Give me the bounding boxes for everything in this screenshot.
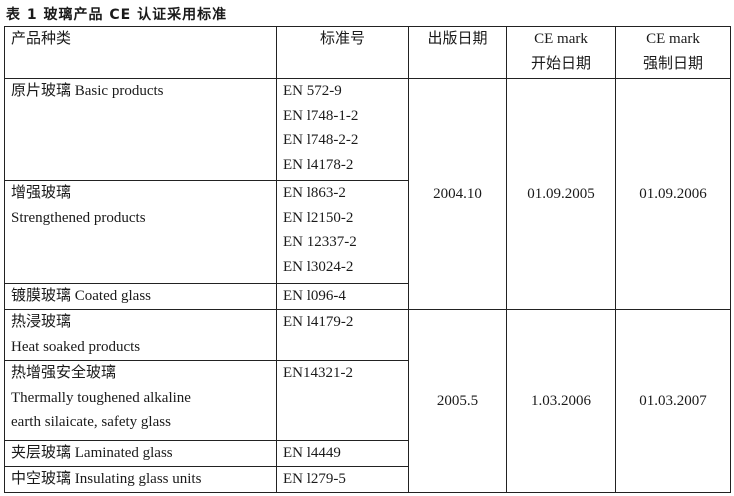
ce-start-cell: 01.09.2005 [506,78,616,310]
standard-text: EN l3024-2 [283,258,354,275]
header-published: 出版日期 [408,26,507,79]
header-text: 出版日期 [427,31,488,47]
ce-mandatory-cell: 01.03.2007 [615,309,731,493]
product-cell: 热增强安全玻璃 Thermally toughened alkaline earth… [4,360,277,441]
standard-text: EN l2150-2 [283,209,354,226]
header-text: 标准号 [319,31,365,47]
product-cell: 夹层玻璃 Laminated glass [4,440,277,467]
header-text: CE mark [646,31,700,47]
table-row: 原片玻璃 Basic products EN 572-9 EN l748-1-2 E… [4,78,731,310]
standard-text: EN l096-4 [283,288,346,304]
product-text: Heat soaked products [11,338,141,355]
standard-cell: EN 572-9 EN l748-1-2 EN l748-2-2 EN l4178-2 [276,78,409,181]
header-product: 产品种类 [4,26,277,79]
standard-text: EN l748-2-2 [283,132,359,148]
table-row: 增强玻璃 Strengthened products EN l863-2 EN l2… [4,180,731,284]
product-text: 热浸玻璃 [11,314,72,330]
header-text: 开始日期 [530,55,591,72]
standard-text: EN 572-9 [283,83,342,99]
ce-standards-table: 产品种类 标准号 出版日期 CE mark 开始日期 CE mark 强制日期 原片… [4,26,731,493]
standard-text: EN l4179-2 [283,314,354,330]
product-cell: 增强玻璃 Strengthened products [4,180,277,284]
table-row: 热增强安全玻璃 Thermally toughened alkaline earth… [4,360,731,441]
header-ce-mandatory: CE mark 强制日期 [615,26,731,79]
published-cell: 2005.5 [408,309,507,493]
table-row: 中空玻璃 Insulating glass units EN l279-5 [4,466,731,493]
product-text: 中空玻璃 Insulating glass units [11,471,202,487]
product-text: 夹层玻璃 Laminated glass [11,445,173,461]
header-row: 产品种类 标准号 出版日期 CE mark 开始日期 CE mark 强制日期 [4,26,731,79]
header-text: 产品种类 [11,31,72,47]
product-cell: 原片玻璃 Basic products [4,78,277,181]
standard-cell: EN l4449 [276,440,409,467]
product-text: Thermally toughened alkaline [11,389,191,406]
standard-cell: EN l4179-2 [276,309,409,361]
header-text: CE mark [534,31,588,47]
standard-cell: EN l096-4 [276,283,409,310]
header-ce-start: CE mark 开始日期 [506,26,616,79]
product-text: Strengthened products [11,209,146,226]
standard-cell: EN14321-2 [276,360,409,441]
product-text: 原片玻璃 Basic products [11,83,164,99]
standard-text: EN l279-5 [283,471,346,487]
standard-text: EN 12337-2 [283,234,357,250]
product-text: 镀膜玻璃 Coated glass [11,288,151,304]
product-cell: 中空玻璃 Insulating glass units [4,466,277,493]
table-row: 热浸玻璃 Heat soaked products EN l4179-2 2005… [4,309,731,493]
standard-text: EN14321-2 [283,365,353,381]
table-row: 镀膜玻璃 Coated glass EN l096-4 [4,283,731,310]
standard-cell: EN l279-5 [276,466,409,493]
ce-mandatory-cell: 01.09.2006 [615,78,731,310]
product-cell: 热浸玻璃 Heat soaked products [4,309,277,361]
table-caption: 表 1 玻璃产品 CE 认证采用标准 [6,7,228,23]
standard-text: EN l4178-2 [283,156,354,173]
product-text: 增强玻璃 [11,185,72,201]
product-text: 热增强安全玻璃 [11,365,117,381]
published-cell: 2004.10 [408,78,507,310]
standard-text: EN l863-2 [283,185,346,201]
standard-text: EN l4449 [283,445,341,461]
ce-start-cell: 1.03.2006 [506,309,616,493]
standard-cell: EN l863-2 EN l2150-2 EN 12337-2 EN l3024-2 [276,180,409,284]
header-standard: 标准号 [276,26,409,79]
product-cell: 镀膜玻璃 Coated glass [4,283,277,310]
standard-text: EN l748-1-2 [283,107,359,124]
header-text: 强制日期 [642,55,703,72]
product-text: earth silaicate, safety glass [11,414,171,430]
